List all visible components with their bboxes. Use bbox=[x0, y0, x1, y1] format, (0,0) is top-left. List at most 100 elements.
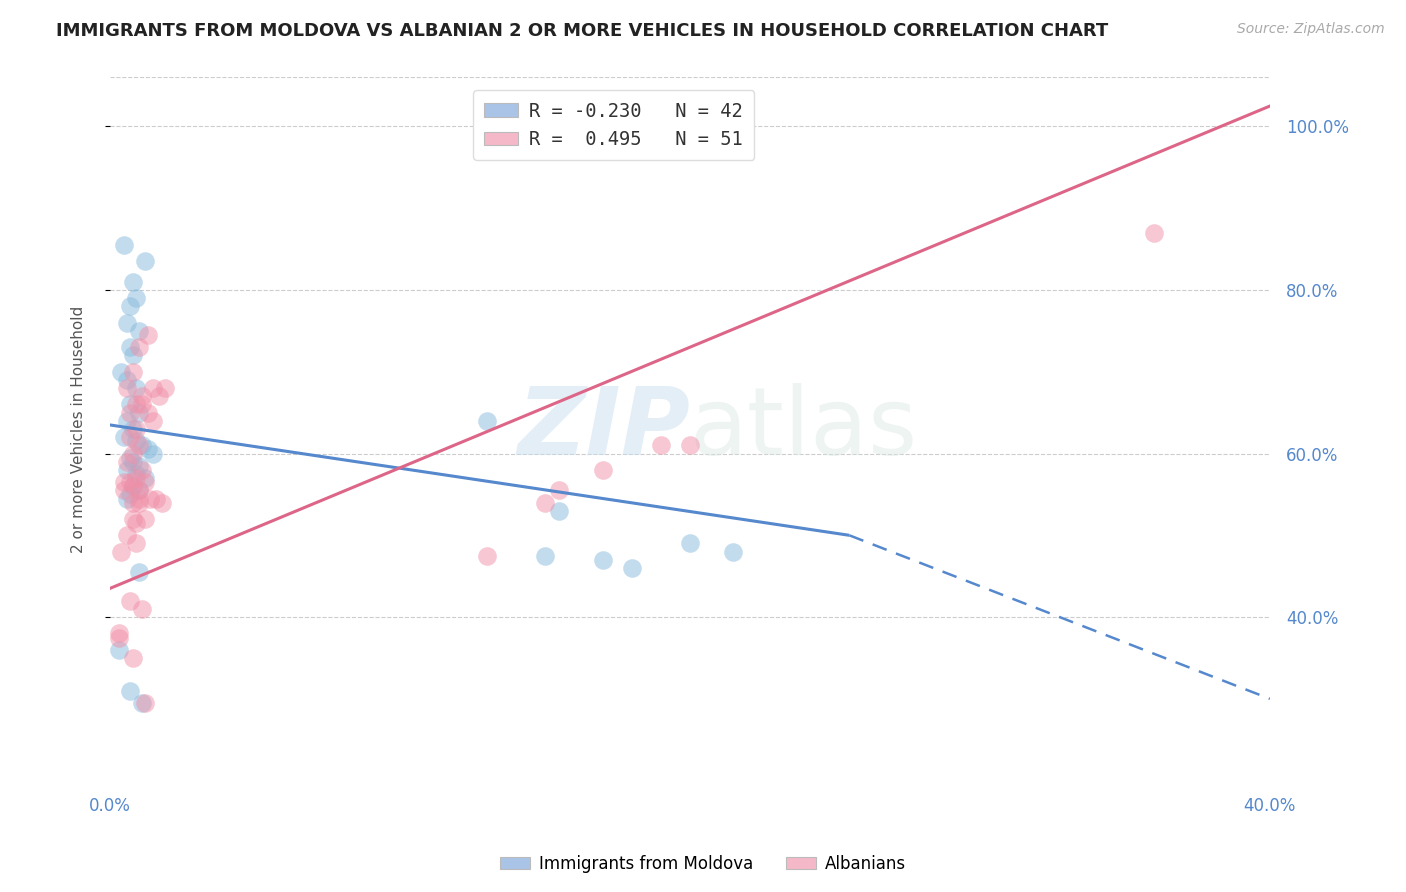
Point bbox=[620, 561, 643, 575]
Point bbox=[650, 438, 672, 452]
Point bbox=[120, 593, 142, 607]
Point bbox=[122, 495, 145, 509]
Point bbox=[136, 406, 159, 420]
Point bbox=[131, 602, 153, 616]
Point bbox=[145, 491, 167, 506]
Point bbox=[117, 463, 139, 477]
Point bbox=[117, 455, 139, 469]
Point bbox=[120, 475, 142, 490]
Text: ZIP: ZIP bbox=[517, 383, 690, 475]
Point bbox=[117, 373, 139, 387]
Point bbox=[128, 324, 150, 338]
Point bbox=[125, 397, 148, 411]
Point bbox=[117, 414, 139, 428]
Point bbox=[107, 631, 129, 645]
Y-axis label: 2 or more Vehicles in Household: 2 or more Vehicles in Household bbox=[72, 305, 86, 553]
Point bbox=[107, 642, 129, 657]
Point bbox=[125, 381, 148, 395]
Point bbox=[128, 458, 150, 473]
Point bbox=[110, 544, 132, 558]
Point bbox=[592, 553, 614, 567]
Point bbox=[134, 475, 156, 490]
Point bbox=[120, 430, 142, 444]
Text: Source: ZipAtlas.com: Source: ZipAtlas.com bbox=[1237, 22, 1385, 37]
Point bbox=[120, 299, 142, 313]
Point bbox=[122, 479, 145, 493]
Point bbox=[128, 491, 150, 506]
Point bbox=[120, 397, 142, 411]
Point bbox=[142, 446, 165, 460]
Point bbox=[125, 471, 148, 485]
Point bbox=[534, 549, 557, 563]
Point bbox=[117, 316, 139, 330]
Point bbox=[128, 406, 150, 420]
Point bbox=[723, 544, 745, 558]
Point bbox=[122, 651, 145, 665]
Point bbox=[153, 381, 176, 395]
Point bbox=[128, 438, 150, 452]
Point bbox=[592, 463, 614, 477]
Point bbox=[1143, 226, 1166, 240]
Point bbox=[112, 430, 135, 444]
Point bbox=[112, 238, 135, 252]
Point bbox=[131, 397, 153, 411]
Point bbox=[122, 348, 145, 362]
Point bbox=[122, 365, 145, 379]
Point bbox=[131, 696, 153, 710]
Point bbox=[110, 365, 132, 379]
Point bbox=[117, 491, 139, 506]
Point bbox=[122, 446, 145, 460]
Point bbox=[122, 479, 145, 493]
Point bbox=[534, 495, 557, 509]
Point bbox=[128, 483, 150, 498]
Point bbox=[125, 291, 148, 305]
Point bbox=[131, 438, 153, 452]
Point bbox=[128, 483, 150, 498]
Point bbox=[112, 483, 135, 498]
Point bbox=[120, 450, 142, 465]
Text: IMMIGRANTS FROM MOLDOVA VS ALBANIAN 2 OR MORE VEHICLES IN HOUSEHOLD CORRELATION : IMMIGRANTS FROM MOLDOVA VS ALBANIAN 2 OR… bbox=[56, 22, 1108, 40]
Point bbox=[679, 536, 702, 550]
Legend: Immigrants from Moldova, Albanians: Immigrants from Moldova, Albanians bbox=[494, 848, 912, 880]
Point bbox=[679, 438, 702, 452]
Legend: R = -0.230   N = 42, R =  0.495   N = 51: R = -0.230 N = 42, R = 0.495 N = 51 bbox=[472, 90, 754, 161]
Point bbox=[475, 414, 498, 428]
Text: atlas: atlas bbox=[690, 383, 918, 475]
Point bbox=[136, 442, 159, 457]
Point bbox=[122, 275, 145, 289]
Point bbox=[125, 434, 148, 449]
Point bbox=[125, 422, 148, 436]
Point bbox=[120, 487, 142, 501]
Point bbox=[142, 381, 165, 395]
Point bbox=[128, 340, 150, 354]
Point bbox=[117, 528, 139, 542]
Point bbox=[125, 536, 148, 550]
Point bbox=[120, 406, 142, 420]
Point bbox=[136, 328, 159, 343]
Point bbox=[122, 422, 145, 436]
Point bbox=[148, 389, 170, 403]
Point bbox=[475, 549, 498, 563]
Point bbox=[131, 389, 153, 403]
Point bbox=[150, 495, 173, 509]
Point bbox=[128, 565, 150, 579]
Point bbox=[548, 504, 571, 518]
Point bbox=[134, 512, 156, 526]
Point bbox=[139, 491, 162, 506]
Point bbox=[548, 483, 571, 498]
Point bbox=[134, 254, 156, 268]
Point bbox=[134, 696, 156, 710]
Point bbox=[131, 463, 153, 477]
Point bbox=[122, 512, 145, 526]
Point bbox=[122, 455, 145, 469]
Point bbox=[107, 626, 129, 640]
Point bbox=[125, 516, 148, 530]
Point bbox=[142, 414, 165, 428]
Point bbox=[117, 381, 139, 395]
Point bbox=[128, 495, 150, 509]
Point bbox=[120, 683, 142, 698]
Point bbox=[125, 467, 148, 481]
Point bbox=[134, 471, 156, 485]
Point bbox=[120, 340, 142, 354]
Point bbox=[112, 475, 135, 490]
